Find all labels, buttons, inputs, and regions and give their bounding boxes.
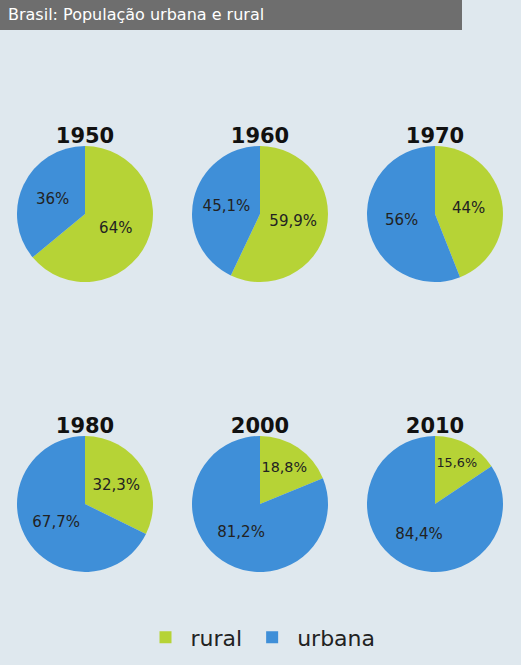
svg-text:1950: 1950 [56,124,114,148]
svg-text:rural: rural [191,626,243,651]
svg-text:36%: 36% [36,190,69,208]
svg-text:1960: 1960 [231,124,289,148]
svg-text:45,1%: 45,1% [203,197,251,215]
svg-text:64%: 64% [99,219,132,237]
svg-text:1980: 1980 [56,414,114,438]
svg-text:59,9%: 59,9% [269,212,317,230]
svg-text:2010: 2010 [406,414,464,438]
svg-text:urbana: urbana [297,626,375,651]
svg-text:32,3%: 32,3% [92,476,140,494]
svg-text:84,4%: 84,4% [395,525,443,543]
svg-text:1970: 1970 [406,124,464,148]
svg-text:67,7%: 67,7% [32,513,80,531]
svg-text:56%: 56% [385,211,418,229]
svg-text:2000: 2000 [231,414,289,438]
svg-text:18,8%: 18,8% [262,459,307,475]
svg-text:44%: 44% [452,199,485,217]
svg-text:15,6%: 15,6% [436,455,477,470]
html-text:Brasil: População urbana e rur: Brasil: População urbana e rural [8,5,265,24]
svg-text:81,2%: 81,2% [217,523,265,541]
